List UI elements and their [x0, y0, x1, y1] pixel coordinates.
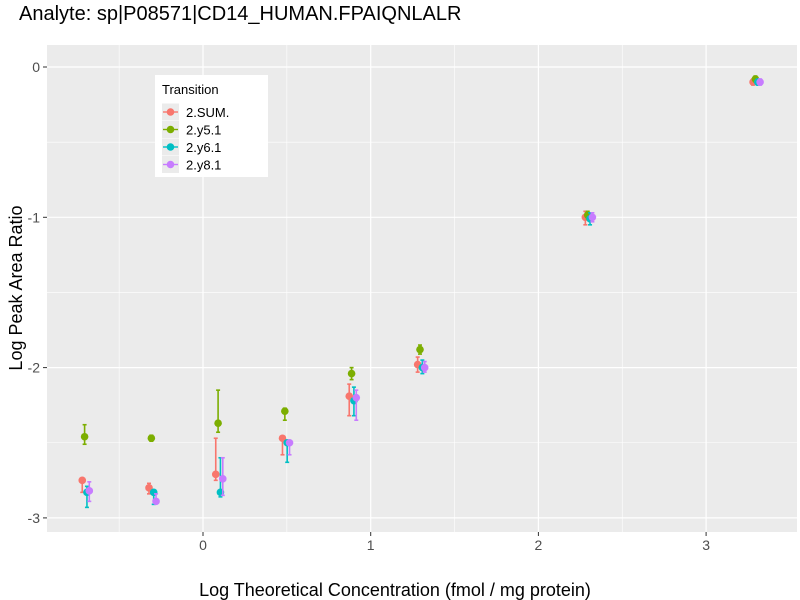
data-point [756, 78, 764, 86]
data-point [588, 213, 597, 222]
legend-label: 2.y8.1 [186, 158, 221, 173]
legend-label: 2.y6.1 [186, 140, 221, 155]
data-point [214, 419, 222, 428]
y-tick-label: -2 [28, 360, 41, 376]
data-point [152, 497, 160, 506]
legend-key-point [166, 108, 175, 116]
legend-label: 2.SUM. [186, 105, 229, 120]
data-point [352, 393, 361, 402]
legend-title: Transition [162, 82, 219, 97]
x-axis-label: Log Theoretical Concentration (fmol / mg… [199, 580, 591, 600]
data-point [420, 363, 429, 372]
data-point [211, 470, 220, 479]
data-point [416, 345, 424, 354]
data-point [218, 475, 227, 483]
legend: Transition 2.SUM. 2.y5.1 2.y6.1 2.y8.1 [155, 75, 268, 177]
legend-key-point [166, 160, 175, 169]
data-point [78, 476, 87, 485]
data-point [285, 438, 294, 447]
legend-label: 2.y5.1 [186, 123, 221, 138]
legend-key-point [166, 125, 175, 134]
data-point [145, 484, 153, 492]
legend-key-point [166, 143, 175, 151]
y-axis-label: Log Peak Area Ratio [6, 205, 26, 370]
x-tick-label: 1 [367, 537, 375, 553]
x-tick-label: 2 [535, 537, 543, 553]
x-tick-label: 0 [199, 537, 207, 553]
x-tick-label: 3 [702, 537, 710, 553]
data-point [147, 434, 156, 443]
data-point [80, 432, 89, 441]
y-tick-label: -3 [28, 510, 41, 526]
y-tick-label: -1 [28, 209, 41, 225]
series-2-y8-1 [85, 78, 764, 506]
y-tick-label: 0 [32, 59, 40, 75]
chart-title: Analyte: sp|P08571|CD14_HUMAN.FPAIQNLALR [19, 3, 462, 25]
data-point [347, 369, 356, 378]
data-point [85, 487, 94, 495]
data-point [345, 392, 354, 400]
data-point [278, 434, 287, 443]
data-point [281, 407, 289, 415]
